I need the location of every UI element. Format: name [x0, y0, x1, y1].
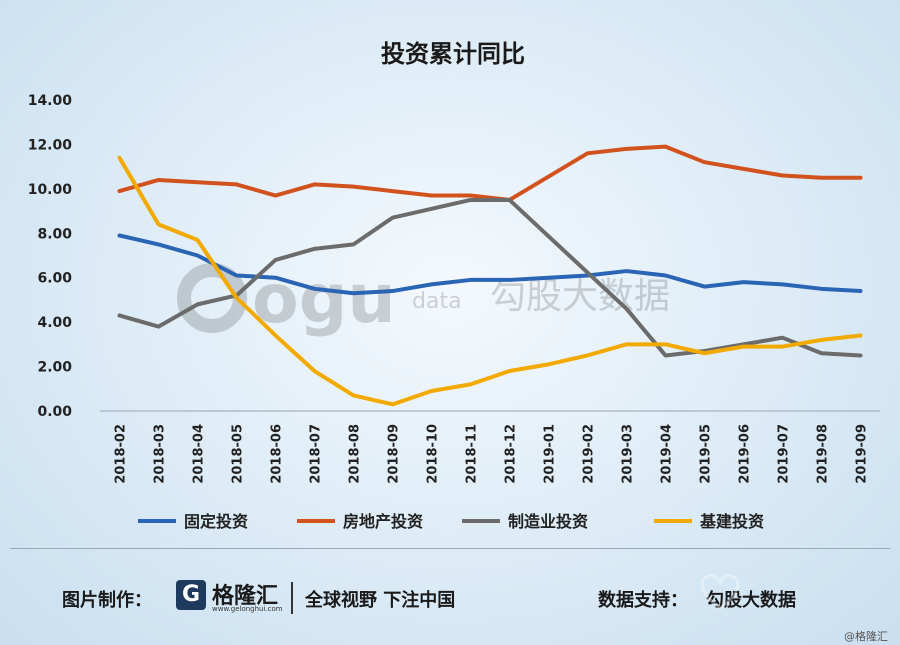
x-tick-label: 2019-04: [660, 424, 675, 484]
brand-url: www.gelonghui.com: [212, 605, 283, 613]
x-tick-label: 2018-08: [348, 424, 363, 484]
x-axis-labels: 2018-02 2018-03 2018-04 2018-05 2018-06 2018-…: [114, 424, 870, 484]
credit-label: 图片制作：: [62, 590, 152, 611]
y-tick-label: 12.00: [28, 137, 73, 153]
watermark-cn: 勾股大数据: [490, 276, 670, 317]
series-lines: [117, 144, 863, 407]
copyright: @格隆汇: [844, 630, 888, 643]
y-tick-label: 0.00: [37, 404, 72, 420]
brand-name: 格隆汇: [212, 584, 279, 609]
x-tick-label: 2018-06: [270, 424, 285, 484]
x-tick-label: 2018-10: [426, 424, 441, 484]
legend-label: 房地产投资: [343, 512, 423, 531]
x-tick-label: 2019-03: [621, 424, 636, 484]
x-tick-label: 2019-01: [543, 424, 558, 484]
series-line-1: [117, 144, 863, 202]
series-line-0: [117, 233, 863, 296]
legend-label: 制造业投资: [508, 512, 588, 531]
watermark-suffix: data: [412, 289, 462, 314]
source-label: 数据支持：: [598, 590, 688, 611]
x-tick-label: 2018-04: [192, 424, 207, 484]
watermark-g-icon: [177, 263, 247, 333]
watermark: ogu data 勾股大数据: [177, 260, 670, 339]
x-tick-label: 2018-05: [231, 424, 246, 484]
chart: ogu data 勾股大数据 投资累计同比 0.00 2.00 4.00 6.00 8.…: [28, 40, 880, 531]
legend-label: 固定投资: [184, 512, 248, 531]
footer-separator: [291, 582, 293, 614]
x-tick-label: 2018-03: [153, 424, 168, 484]
y-tick-label: 8.00: [37, 226, 72, 242]
x-tick-label: 2019-08: [816, 424, 831, 484]
y-tick-label: 2.00: [37, 360, 72, 376]
source-value: 勾股大数据: [706, 590, 796, 611]
series-line-3: [117, 155, 863, 407]
y-tick-label: 6.00: [37, 271, 72, 287]
y-tick-label: 4.00: [37, 315, 72, 331]
y-axis: 0.00 2.00 4.00 6.00 8.00 10.00 12.00 14.00: [28, 93, 73, 420]
x-tick-label: 2019-07: [777, 424, 792, 484]
x-tick-label: 2019-05: [699, 424, 714, 484]
chart-title: 投资累计同比: [381, 40, 525, 68]
series-line-2: [117, 197, 863, 358]
y-tick-label: 14.00: [28, 93, 73, 109]
legend: 固定投资 房地产投资 制造业投资 基建投资: [138, 512, 764, 531]
slogan: 全球视野 下注中国: [305, 590, 456, 611]
footer: 图片制作： G 格隆汇 www.gelonghui.com 全球视野 下注中国 …: [0, 548, 900, 645]
footer-divider-line: [10, 548, 890, 549]
x-tick-label: 2018-09: [387, 424, 402, 484]
x-tick-label: 2018-12: [504, 424, 519, 484]
x-tick-label: 2019-06: [738, 424, 753, 484]
x-tick-label: 2019-09: [855, 424, 870, 484]
y-tick-label: 10.00: [28, 182, 73, 198]
brand-logo-icon: G: [176, 580, 206, 610]
x-tick-label: 2018-02: [114, 424, 129, 484]
x-tick-label: 2018-07: [309, 424, 324, 484]
watermark-latin: ogu: [252, 260, 396, 339]
heart-logo-icon: [700, 574, 740, 610]
x-tick-label: 2018-11: [465, 424, 480, 484]
legend-label: 基建投资: [699, 512, 764, 531]
x-tick-label: 2019-02: [582, 424, 597, 484]
